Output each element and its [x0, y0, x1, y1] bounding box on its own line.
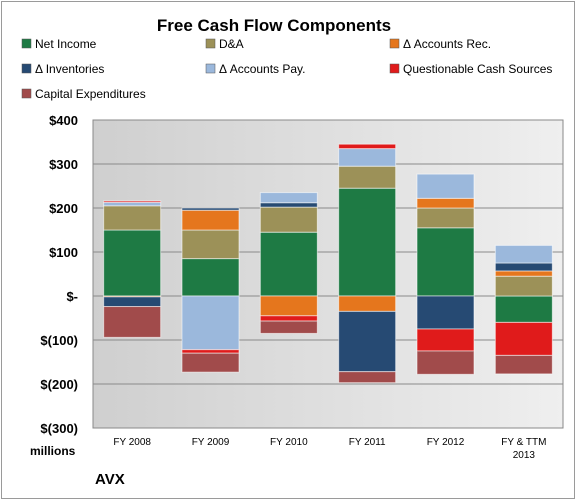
bar-segment-capital-expenditures-fy-ttm-2013 [494, 354, 553, 375]
legend-swatch-delta-inventories [21, 63, 32, 74]
bar-segment-net-income-fy-2008 [103, 229, 162, 297]
bar-segment-capital-expenditures-fy-2010 [259, 320, 318, 334]
legend-label-questionable-cash-sources: Questionable Cash Sources [403, 62, 552, 76]
legend: Net Income D&A Δ Accounts Rec. Δ Inventorie… [21, 37, 552, 101]
legend-swatch-questionable-cash-sources [389, 63, 400, 74]
x-tick-label: FY 2012 [427, 437, 465, 448]
bar-segment-net-income-fy-ttm-2013 [494, 295, 553, 323]
bar-segment-delta-accounts-pay-fy-2010 [259, 192, 318, 204]
bar-segment-delta-inventories-fy-2012 [416, 295, 475, 330]
chart-title: Free Cash Flow Components [157, 16, 391, 35]
bar-segment-questionable-cash-sources-fy-2011 [338, 143, 397, 150]
bar-segment-capital-expenditures-fy-2012 [416, 350, 475, 375]
bar-segment-questionable-cash-sources-fy-2009 [181, 349, 240, 354]
bar-segment-delta-accounts-pay-fy-2011 [338, 148, 397, 167]
bar-segment-net-income-fy-2012 [416, 227, 475, 297]
legend-label-delta-accounts-pay: Δ Accounts Pay. [219, 62, 306, 76]
bar-segment-delta-inventories-fy-2008 [103, 296, 162, 308]
bar-segment-d-a-fy-2010 [259, 206, 318, 233]
legend-label-delta-inventories: Δ Inventories [35, 62, 104, 76]
x-tick-label: FY & TTM 2013 [501, 437, 546, 461]
x-tick-label: FY 2008 [113, 437, 151, 448]
bar-segment-delta-accounts-rec-fy-2009 [181, 209, 240, 231]
legend-swatch-capital-expenditures [21, 88, 32, 99]
y-tick-label: $- [66, 289, 78, 304]
y-tick-label: $100 [49, 245, 78, 260]
bar-segment-delta-accounts-pay-fy-ttm-2013 [494, 244, 553, 264]
bar-segment-d-a-fy-ttm-2013 [494, 275, 553, 297]
legend-label-delta-accounts-rec: Δ Accounts Rec. [403, 37, 491, 51]
bar-segment-questionable-cash-sources-fy-2010 [259, 315, 318, 322]
bar-segment-net-income-fy-2011 [338, 187, 397, 297]
bar-segment-delta-inventories-fy-2011 [338, 310, 397, 373]
bar-segment-capital-expenditures-fy-2009 [181, 352, 240, 373]
bar-segment-d-a-fy-2011 [338, 165, 397, 189]
bar-segment-delta-accounts-pay-fy-2008 [103, 201, 162, 207]
x-tick-label: FY 2010 [270, 437, 308, 448]
legend-label-capital-expenditures: Capital Expenditures [35, 87, 146, 101]
bar-segment-delta-accounts-rec-fy-2012 [416, 197, 475, 209]
legend-label-d-a: D&A [219, 37, 244, 51]
legend-swatch-net-income [21, 38, 32, 49]
bar-segment-delta-inventories-fy-ttm-2013 [494, 262, 553, 272]
bar-segment-questionable-cash-sources-fy-ttm-2013 [494, 321, 553, 356]
bar-segment-capital-expenditures-fy-2011 [338, 371, 397, 384]
bar-segment-questionable-cash-sources-fy-2012 [416, 328, 475, 352]
legend-swatch-d-a [205, 38, 216, 49]
plot-background [92, 119, 564, 429]
plot-area: $400 $300 $200 $100 $- $(100) $(200) $(300) FY 2… [40, 113, 564, 461]
bar-segment-delta-inventories-fy-2010 [259, 202, 318, 208]
legend-label-net-income: Net Income [35, 37, 97, 51]
bar-segment-questionable-cash-sources-fy-2008 [103, 200, 162, 203]
bar-segment-net-income-fy-2010 [259, 231, 318, 297]
legend-swatch-delta-accounts-rec [389, 38, 400, 49]
x-tick-label: FY 2011 [349, 437, 386, 448]
y-tick-label: $400 [49, 113, 78, 128]
bar-segment-net-income-fy-2009 [181, 258, 240, 297]
y-tick-label: $200 [49, 201, 78, 216]
bar-segment-delta-accounts-rec-fy-ttm-2013 [494, 270, 553, 277]
bar-segment-delta-accounts-rec-fy-2010 [259, 295, 318, 317]
bar-segment-capital-expenditures-fy-2008 [103, 306, 162, 338]
y-tick-label: $300 [49, 157, 78, 172]
bar-segment-d-a-fy-2012 [416, 207, 475, 229]
bar-segment-delta-accounts-rec-fy-2011 [338, 295, 397, 312]
x-tick-label: FY 2009 [192, 437, 230, 448]
bar-segment-delta-accounts-pay-fy-2012 [416, 173, 475, 199]
y-tick-label: $(300) [40, 421, 78, 436]
bar-segment-delta-accounts-pay-fy-2009 [181, 295, 240, 351]
unit-label: millions [30, 444, 76, 458]
bar-segment-d-a-fy-2009 [181, 229, 240, 260]
y-tick-label: $(200) [40, 377, 78, 392]
company-label: AVX [95, 471, 125, 488]
legend-swatch-delta-accounts-pay [205, 63, 216, 74]
bar-segment-delta-inventories-fy-2009 [181, 207, 240, 211]
y-tick-label: $(100) [40, 333, 78, 348]
bar-segment-d-a-fy-2008 [103, 205, 162, 231]
